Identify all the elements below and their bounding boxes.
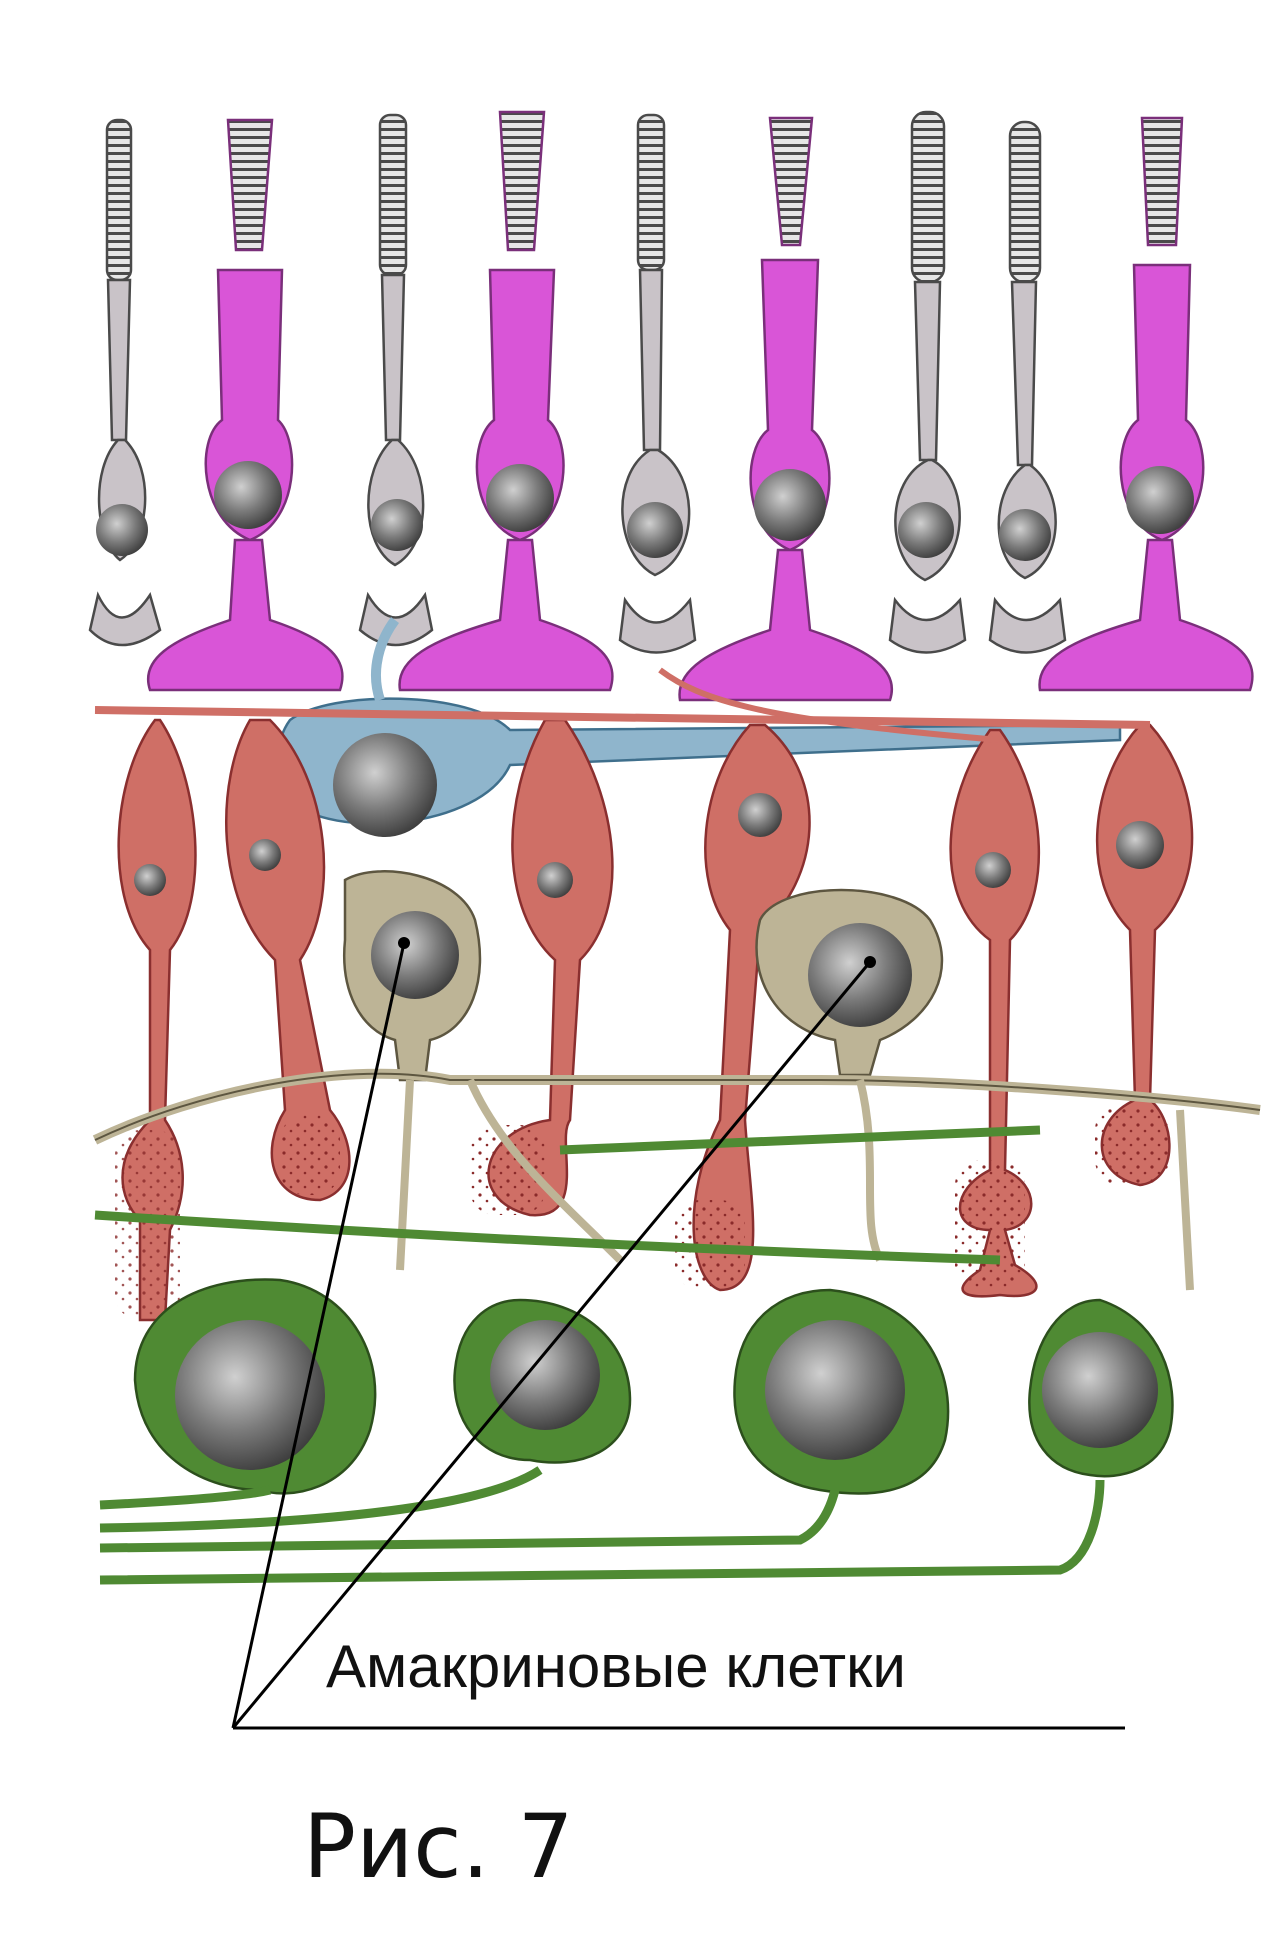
bipolar-cell <box>115 718 197 1322</box>
cone-cell <box>147 118 344 692</box>
amacrine-cell <box>755 888 944 1077</box>
amacrine-label: Амакриновые клетки <box>326 1633 906 1700</box>
rod-cell <box>988 120 1067 654</box>
cone-cell <box>1038 116 1254 692</box>
ganglion-cell <box>133 1278 377 1495</box>
cone-cell <box>678 116 893 702</box>
bipolar-cell <box>470 718 614 1217</box>
rod-cells <box>88 110 1067 654</box>
rod-cell <box>888 110 967 654</box>
rod-cell <box>618 113 697 654</box>
label-pointers <box>231 942 1125 1730</box>
bipolar-cell <box>675 723 811 1292</box>
rod-cell <box>358 113 434 647</box>
rod-cell <box>88 118 162 647</box>
pointer-dot-1 <box>398 937 410 949</box>
cone-cell <box>398 110 614 692</box>
amacrine-cells <box>92 870 1261 1291</box>
amacrine-cell <box>343 870 482 1082</box>
figure-caption: Рис. 7 <box>303 1795 574 1898</box>
ganglion-cell <box>733 1288 950 1495</box>
pointer-line-1 <box>231 942 406 1729</box>
ganglion-cells <box>94 1125 1174 1585</box>
bipolar-cell <box>949 728 1040 1298</box>
cone-cells <box>147 110 1254 702</box>
pointer-line-2 <box>231 961 872 1729</box>
ganglion-cell <box>1028 1298 1174 1478</box>
bipolar-cell <box>1095 723 1194 1187</box>
ganglion-cell <box>453 1298 632 1464</box>
pointer-dot-2 <box>864 956 876 968</box>
